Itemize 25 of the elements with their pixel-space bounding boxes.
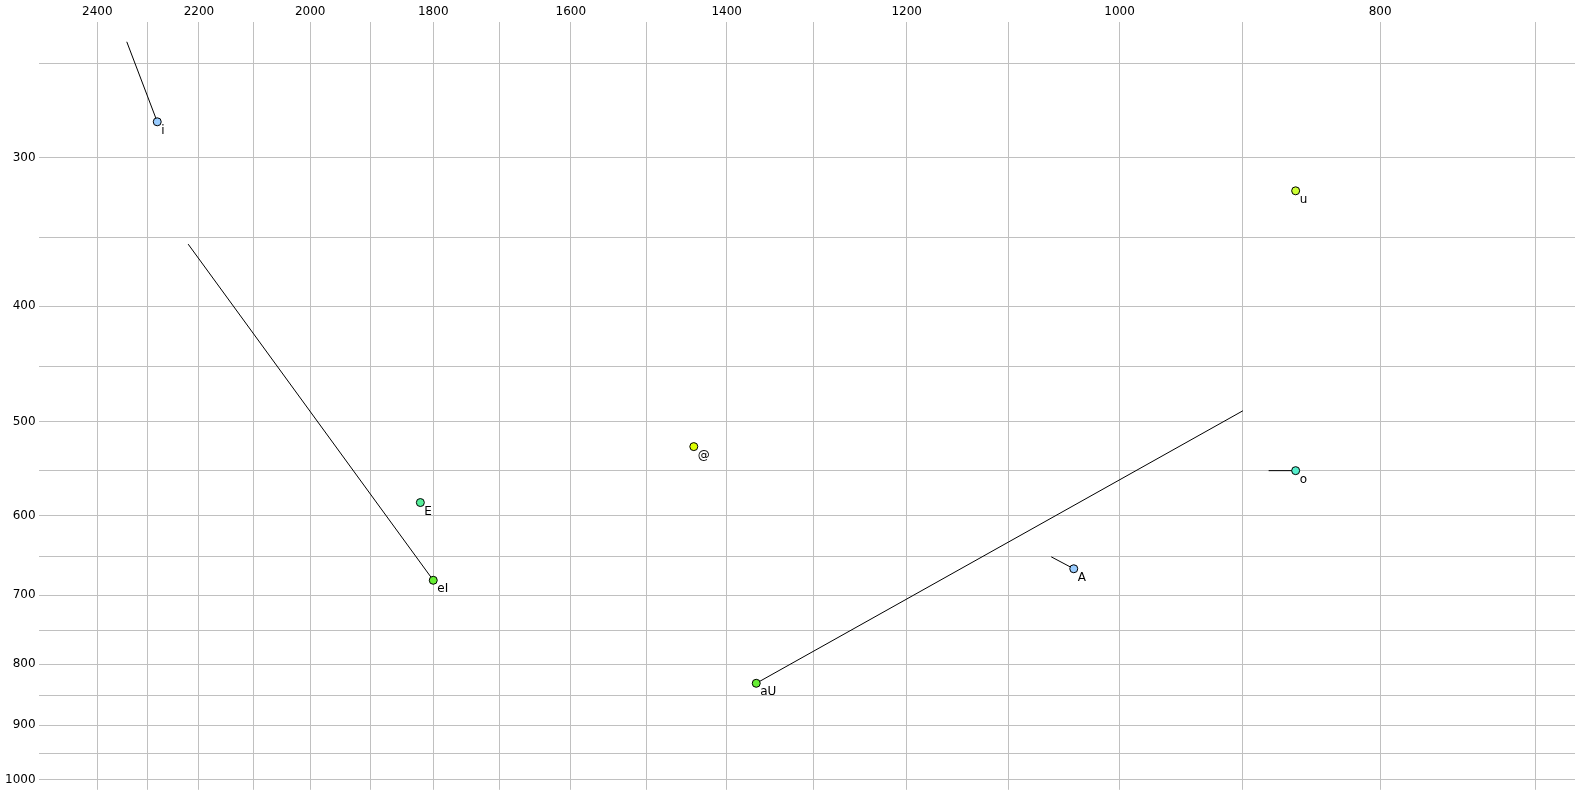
- y-tick-label: 800: [12, 656, 36, 671]
- y-tick-label: 500: [12, 413, 36, 428]
- annotation: u: [1299, 191, 1308, 206]
- x-tick-label: 2200: [183, 4, 215, 19]
- annotation: A: [1077, 569, 1087, 584]
- y-tick-label: 300: [12, 149, 36, 164]
- annotation: E: [424, 503, 432, 518]
- annotation: i: [161, 122, 165, 137]
- y-tick-label: 1000: [4, 771, 36, 786]
- y-tick-label: 700: [12, 587, 36, 602]
- x-tick-label: 1800: [417, 4, 449, 19]
- x-tick-label: 2000: [294, 4, 326, 19]
- x-tick-label: 2400: [82, 4, 113, 19]
- x-tick-label: 1400: [711, 4, 742, 19]
- x-tick-label: 1200: [891, 4, 922, 19]
- y-tick-label: 400: [12, 298, 36, 313]
- annotation: o: [1299, 471, 1307, 486]
- annotation: @: [697, 447, 710, 462]
- y-tick-label: 900: [12, 717, 36, 732]
- annotation: eI: [437, 581, 449, 596]
- x-tick-label: 1000: [1104, 4, 1135, 19]
- annotation: aU: [760, 684, 777, 699]
- x-tick-label: 800: [1368, 4, 1392, 19]
- y-tick-label: 600: [12, 507, 36, 522]
- x-tick-label: 1600: [555, 4, 587, 19]
